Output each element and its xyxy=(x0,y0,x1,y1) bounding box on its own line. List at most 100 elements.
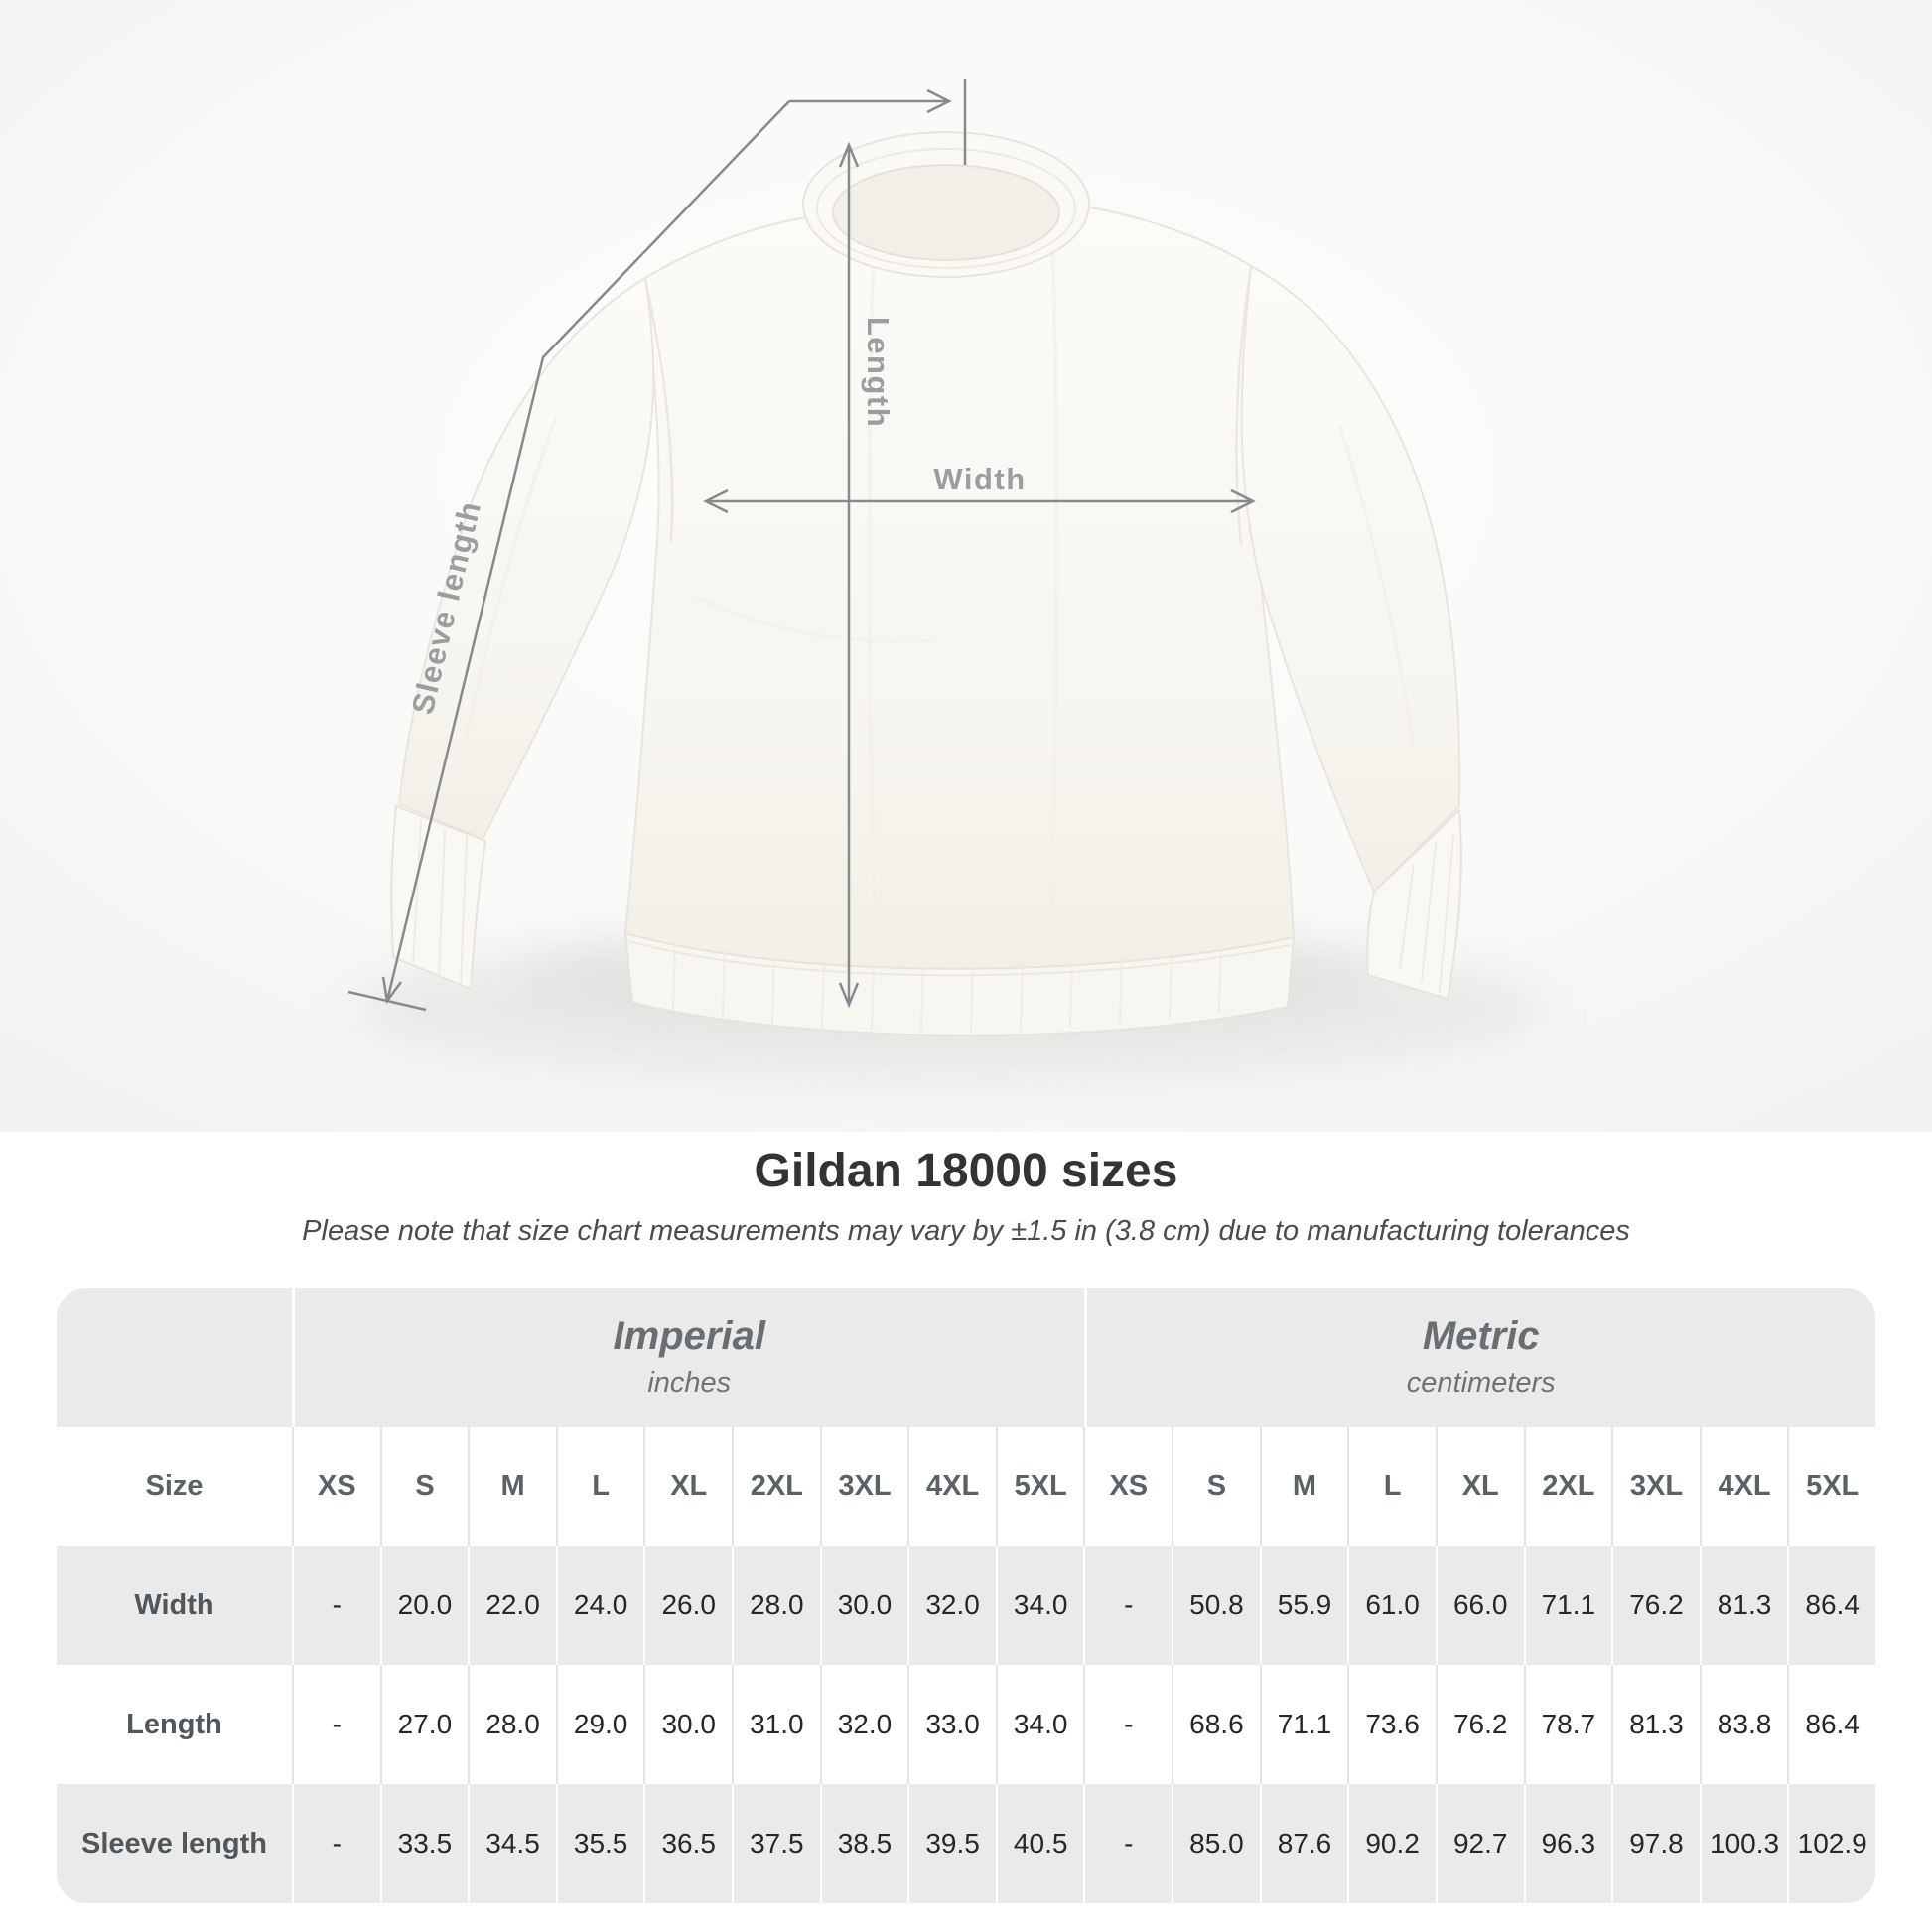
size-header-imperial-m: M xyxy=(468,1427,556,1546)
measurement-value: 33.0 xyxy=(907,1665,996,1784)
imperial-unit-header: Imperial inches xyxy=(292,1288,1084,1427)
measurement-value: 86.4 xyxy=(1787,1546,1875,1665)
measurement-value: - xyxy=(1083,1784,1172,1903)
measurement-value: 39.5 xyxy=(907,1784,996,1903)
measurement-value: 73.6 xyxy=(1347,1665,1436,1784)
size-header-metric-xs: XS xyxy=(1083,1427,1172,1546)
tolerance-note: Please note that size chart measurements… xyxy=(302,1215,1630,1247)
measurement-value: 37.5 xyxy=(732,1784,820,1903)
metric-label: Metric xyxy=(1422,1314,1540,1358)
size-header-metric-l: L xyxy=(1347,1427,1436,1546)
size-header-imperial-3xl: 3XL xyxy=(819,1427,908,1546)
measurement-row-width: Width -20.0 22.0 24.0 26.0 28.0 30.0 32.0 34.0-5… xyxy=(57,1546,1875,1665)
sleeve-measure-arrowhead-right xyxy=(926,88,952,114)
size-column-header: Size xyxy=(145,1469,204,1502)
length-arrowhead-top xyxy=(838,141,860,168)
measurement-value: - xyxy=(292,1784,380,1903)
measurement-value: 85.0 xyxy=(1172,1784,1260,1903)
measurement-lines xyxy=(347,79,1256,1012)
size-header-metric-5xl: 5XL xyxy=(1787,1427,1875,1546)
measurement-value: 34.0 xyxy=(995,1546,1084,1665)
measurement-value: 22.0 xyxy=(468,1546,556,1665)
size-table-body: Width -20.0 22.0 24.0 26.0 28.0 30.0 32.0 34.0-5… xyxy=(57,1546,1875,1903)
size-header-metric-2xl: 2XL xyxy=(1523,1427,1612,1546)
measurement-value: 32.0 xyxy=(907,1546,996,1665)
unit-header-corner-cell xyxy=(57,1288,292,1427)
measurement-value: 30.0 xyxy=(643,1665,732,1784)
inches-label: inches xyxy=(647,1367,732,1399)
sweatshirt-illustration xyxy=(0,0,1932,1132)
measurement-row-sleeve-length: Sleeve length -33.5 34.5 35.5 36.5 37.5 38.5 39… xyxy=(57,1784,1875,1903)
size-header-metric-4xl: 4XL xyxy=(1699,1427,1788,1546)
centimeters-label: centimeters xyxy=(1406,1367,1556,1399)
length-dimension-label: Length xyxy=(861,316,896,429)
measurement-value: 40.5 xyxy=(995,1784,1084,1903)
measurement-value: 78.7 xyxy=(1523,1665,1612,1784)
measurement-value: 81.3 xyxy=(1611,1665,1700,1784)
size-header-imperial-s: S xyxy=(379,1427,469,1546)
measurement-value: 100.3 xyxy=(1699,1784,1788,1903)
measurement-value: 81.3 xyxy=(1699,1546,1788,1665)
measurement-value: 96.3 xyxy=(1523,1784,1612,1903)
measurement-value: 38.5 xyxy=(819,1784,908,1903)
measurement-value: 20.0 xyxy=(379,1546,469,1665)
row-label: Sleeve length xyxy=(81,1827,267,1860)
metric-unit-header: Metric centimeters xyxy=(1083,1288,1876,1427)
row-label: Width xyxy=(134,1588,214,1621)
measurement-value: 36.5 xyxy=(643,1784,732,1903)
measurement-value: 87.6 xyxy=(1259,1784,1348,1903)
size-header-imperial-l: L xyxy=(555,1427,644,1546)
measurement-value: 71.1 xyxy=(1259,1665,1348,1784)
sleeve-measure-diagonal-line xyxy=(385,100,790,1002)
size-header-imperial-2xl: 2XL xyxy=(732,1427,820,1546)
size-header-imperial-4xl: 4XL xyxy=(907,1427,996,1546)
width-arrowhead-right xyxy=(1230,488,1256,514)
measurement-value: 68.6 xyxy=(1172,1665,1260,1784)
sweatshirt-body xyxy=(390,131,1462,1036)
product-figure: Length Width Sleeve length xyxy=(0,0,1932,1132)
width-dimension-label: Width xyxy=(933,462,1027,496)
measurement-value: - xyxy=(292,1546,380,1665)
measurement-value: 28.0 xyxy=(732,1546,820,1665)
measurement-value: 34.0 xyxy=(995,1665,1084,1784)
measurement-value: 92.7 xyxy=(1435,1784,1524,1903)
size-header-imperial-xs: XS xyxy=(292,1427,380,1546)
measurement-value: 35.5 xyxy=(555,1784,644,1903)
measurement-value: 97.8 xyxy=(1611,1784,1700,1903)
measurement-value: 34.5 xyxy=(468,1784,556,1903)
measurement-value: 66.0 xyxy=(1435,1546,1524,1665)
measurement-value: 83.8 xyxy=(1699,1665,1788,1784)
sleeve-measure-end-tick-bottom xyxy=(347,990,427,1012)
measurement-value: 76.2 xyxy=(1435,1665,1524,1784)
measurement-value: 28.0 xyxy=(468,1665,556,1784)
measurement-value: 31.0 xyxy=(732,1665,820,1784)
size-header-metric-s: S xyxy=(1172,1427,1260,1546)
measurement-value: 30.0 xyxy=(819,1546,908,1665)
measurement-value: 76.2 xyxy=(1611,1546,1700,1665)
width-arrowhead-left xyxy=(703,488,729,514)
unit-header-row: Imperial inches Metric centimeters xyxy=(57,1288,1875,1427)
size-header-metric-xl: XL xyxy=(1435,1427,1524,1546)
size-header-row: Size XS S M L XL 2XL 3XL 4XL 5XL XS S M L XL 2XL 3XL 4XL 5… xyxy=(57,1427,1875,1546)
measurement-value: 33.5 xyxy=(379,1784,469,1903)
measurement-value: 71.1 xyxy=(1523,1546,1612,1665)
measurement-value: 24.0 xyxy=(555,1546,644,1665)
size-header-metric-3xl: 3XL xyxy=(1611,1427,1700,1546)
size-chart-table: Imperial inches Metric centimeters Size X… xyxy=(57,1288,1875,1903)
imperial-label: Imperial xyxy=(613,1314,765,1358)
measurement-value: 86.4 xyxy=(1787,1665,1875,1784)
measurement-value: 102.9 xyxy=(1787,1784,1875,1903)
page-title: Gildan 18000 sizes xyxy=(754,1145,1178,1197)
size-header-metric-m: M xyxy=(1259,1427,1348,1546)
measurement-value: 61.0 xyxy=(1347,1546,1436,1665)
measurement-value: 26.0 xyxy=(643,1546,732,1665)
measurement-value: 29.0 xyxy=(555,1665,644,1784)
size-header-imperial-5xl: 5XL xyxy=(995,1427,1084,1546)
size-header-imperial-xl: XL xyxy=(643,1427,732,1546)
length-arrowhead-bottom xyxy=(838,982,860,1009)
measurement-value: - xyxy=(1083,1665,1172,1784)
measurement-value: 32.0 xyxy=(819,1665,908,1784)
measurement-value: 50.8 xyxy=(1172,1546,1260,1665)
measurement-value: - xyxy=(292,1665,380,1784)
